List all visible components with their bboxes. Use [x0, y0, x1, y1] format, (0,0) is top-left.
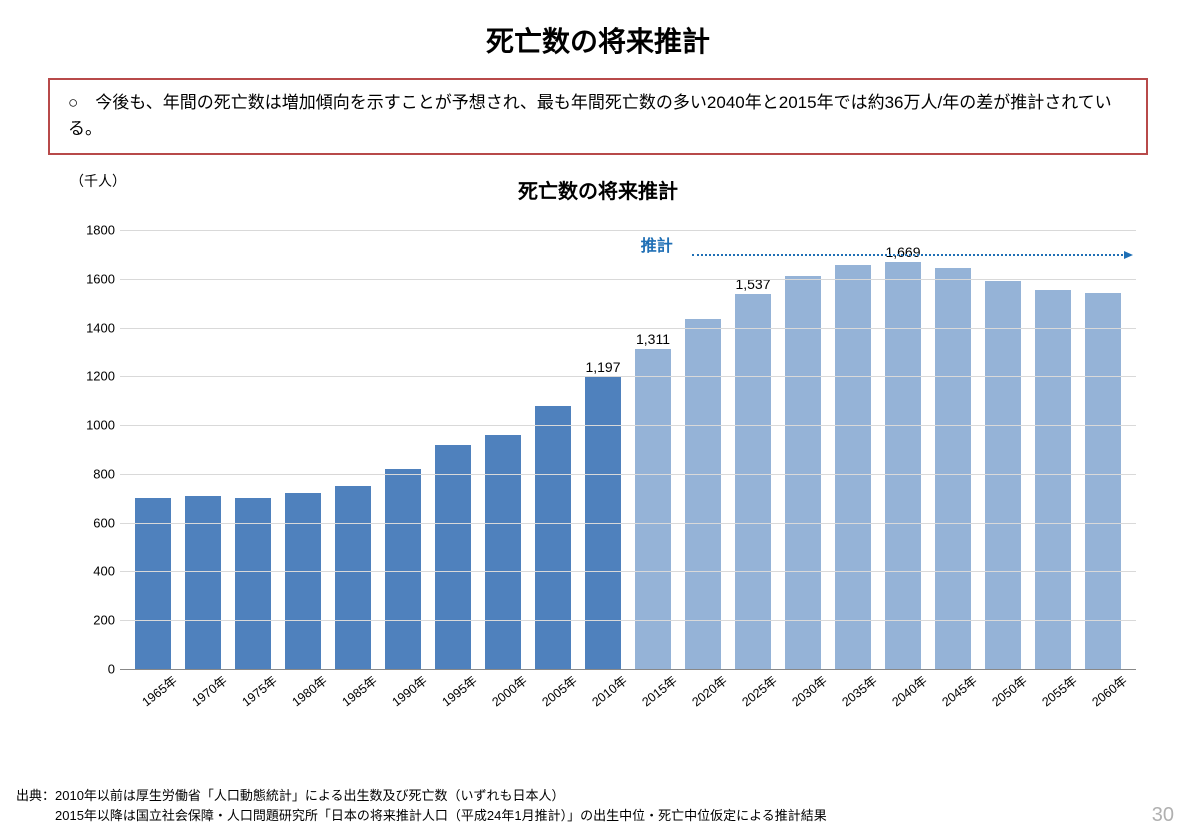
bar: [235, 498, 271, 669]
bar: [535, 406, 571, 669]
grid-line: [120, 425, 1136, 426]
y-tick-label: 1800: [70, 223, 115, 238]
bar: [335, 486, 371, 669]
x-axis-labels: 1965年1970年1975年1980年1985年1990年1995年2000年…: [120, 670, 1136, 730]
bar: [385, 469, 421, 669]
bar-slot: [428, 230, 478, 669]
y-tick-label: 1400: [70, 320, 115, 335]
bar-slot: [278, 230, 328, 669]
bar-slot: [228, 230, 278, 669]
bar: [435, 445, 471, 669]
estimate-label: 推計: [641, 232, 673, 256]
grid-line: [120, 620, 1136, 621]
grid-line: [120, 230, 1136, 231]
grid-line: [120, 279, 1136, 280]
grid-line: [120, 571, 1136, 572]
bar-slot: 1,537: [728, 230, 778, 669]
y-tick-label: 800: [70, 466, 115, 481]
bar-slot: [478, 230, 528, 669]
y-tick-label: 1000: [70, 418, 115, 433]
source-citation: 出典：2010年以前は厚生労働省「人口動態統計」による出生数及び死亡数（いずれも…: [16, 786, 827, 825]
grid-line: [120, 328, 1136, 329]
bar-slot: [528, 230, 578, 669]
bar-slot: [928, 230, 978, 669]
bar-value-label: 1,311: [636, 331, 670, 347]
bar-slot: [378, 230, 428, 669]
bar: [835, 265, 871, 669]
x-tick-label: 2060年: [1079, 663, 1155, 741]
source-line-1: 出典：2010年以前は厚生労働省「人口動態統計」による出生数及び死亡数（いずれも…: [16, 786, 827, 806]
bar: [735, 294, 771, 669]
source-line-2: 2015年以降は国立社会保障・人口問題研究所「日本の将来推計人口（平成24年1月…: [16, 806, 827, 826]
summary-text: ○ 今後も、年間の死亡数は増加傾向を示すことが予想され、最も年間死亡数の多い20…: [68, 93, 1112, 138]
bar-slot: [1028, 230, 1078, 669]
bar: [685, 319, 721, 669]
y-tick-label: 600: [70, 515, 115, 530]
y-tick-label: 200: [70, 613, 115, 628]
bars-group: 1,197 1,311 1,537 1,669: [120, 230, 1136, 669]
bar-slot: [1078, 230, 1128, 669]
y-axis-unit: （千人）: [70, 171, 126, 191]
page-number: 30: [1152, 804, 1174, 827]
bar: [785, 276, 821, 669]
bar: [285, 493, 321, 669]
chart-title: 死亡数の将来推計: [50, 175, 1146, 204]
bar: [1035, 290, 1071, 669]
bar: [1085, 293, 1121, 669]
bar-slot: [128, 230, 178, 669]
bar-slot: [328, 230, 378, 669]
bar: [485, 435, 521, 669]
chart-container: （千人） 死亡数の将来推計 1,1971,3111,5371,669 推計 02…: [50, 175, 1146, 730]
y-tick-label: 400: [70, 564, 115, 579]
bar-slot: 1,311: [628, 230, 678, 669]
bar-value-label: 1,197: [585, 359, 620, 375]
bar-slot: 1,669: [878, 230, 928, 669]
grid-line: [120, 474, 1136, 475]
grid-line: [120, 523, 1136, 524]
y-tick-label: 0: [70, 662, 115, 677]
grid-line: [120, 376, 1136, 377]
bar-slot: [978, 230, 1028, 669]
bar: [885, 262, 921, 669]
summary-box: ○ 今後も、年間の死亡数は増加傾向を示すことが予想され、最も年間死亡数の多い20…: [48, 78, 1148, 155]
page-title: 死亡数の将来推計: [30, 20, 1166, 60]
estimate-arrow: [692, 254, 1131, 256]
y-tick-label: 1600: [70, 271, 115, 286]
bar-slot: 1,197: [578, 230, 628, 669]
bar-slot: [178, 230, 228, 669]
bar-slot: [778, 230, 828, 669]
bar: [135, 498, 171, 669]
bar-slot: [828, 230, 878, 669]
bar-value-label: 1,669: [885, 244, 920, 260]
plot-area: 1,1971,3111,5371,669 推計 0200400600800100…: [120, 230, 1136, 670]
bar: [985, 281, 1021, 669]
chart-area: 1,1971,3111,5371,669 推計 0200400600800100…: [110, 210, 1136, 730]
bar-slot: [678, 230, 728, 669]
y-tick-label: 1200: [70, 369, 115, 384]
